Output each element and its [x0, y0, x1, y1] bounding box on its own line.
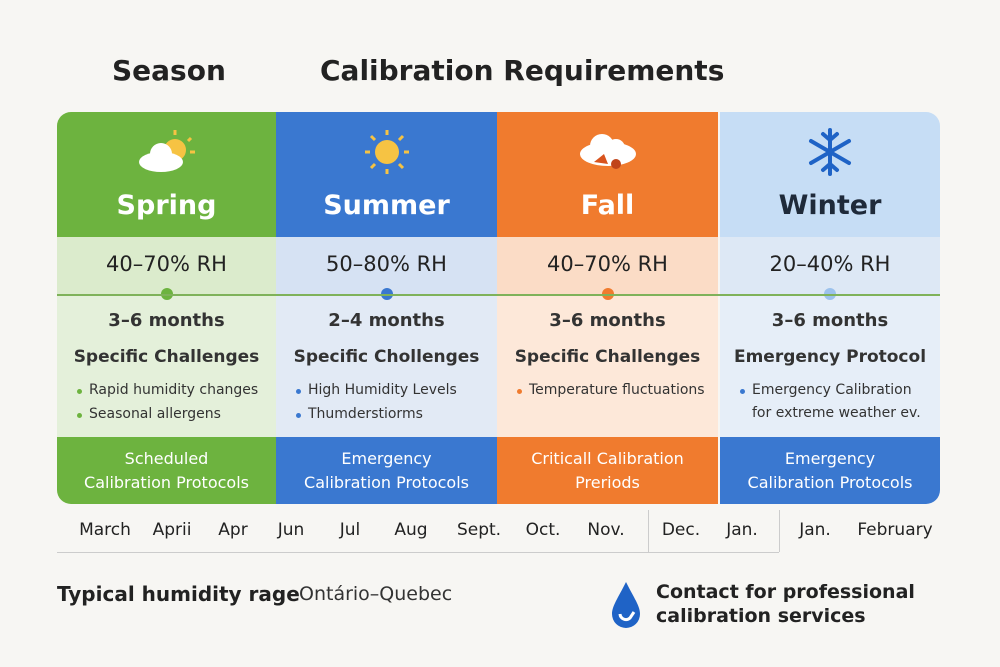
bullet-text: Thumderstiorms [308, 406, 423, 422]
month-label: Aprii [152, 520, 192, 540]
season-column: Spring 40–70% RH 3–6 months Specific Challe… [57, 112, 276, 504]
month-label: March [79, 520, 131, 540]
humidity-range: 40–70% RH [547, 252, 668, 276]
requirements-heading: Calibration Requirements [320, 54, 725, 87]
bullet-dot [740, 389, 745, 394]
bullet-dot [296, 389, 301, 394]
season-cards: Spring 40–70% RH 3–6 months Specific Challe… [57, 112, 940, 504]
month-label: Dec. [661, 520, 701, 540]
bullet-text: Temperature fluctuations [529, 382, 705, 398]
season-header [57, 112, 276, 237]
month-label: February [857, 520, 933, 540]
protocol-footer: Emergency Calibration Protocols [276, 437, 497, 504]
month-label: Nov. [587, 520, 625, 540]
bullet: Thumderstiorms [296, 403, 487, 426]
season-name: Fall [580, 190, 635, 221]
protocol-footer: Scheduled Calibration Protocols [57, 437, 276, 504]
bullet-text: High Humidity Levels [308, 382, 457, 398]
humidity-row [497, 237, 718, 295]
season-column: Fall 40–70% RH 3–6 months Specific Challeng… [497, 112, 718, 504]
bullet-text: Emergency Calibration for extreme weathe… [752, 382, 921, 421]
section-title: Specific Challenges [73, 347, 260, 367]
month-label: Apr [218, 520, 248, 540]
calibration-interval: 3–6 months [108, 310, 225, 331]
month-label: Jan. [726, 520, 758, 540]
season-name: Summer [323, 190, 450, 221]
month-label: Jan. [799, 520, 831, 540]
divider [648, 510, 649, 552]
bullet-text: Rapid humidity changes [89, 382, 259, 398]
season-column: Summer 50–80% RH 2–4 months Specific Cholle… [276, 112, 497, 504]
month-label: Oct. [525, 520, 561, 540]
bullet: Temperature fluctuations [517, 379, 708, 402]
calibration-interval: 3–6 months [549, 310, 666, 331]
humidity-range: 20–40% RH [769, 252, 891, 276]
humidity-range: 40–70% RH [106, 252, 227, 276]
bullet-dot [77, 413, 82, 418]
month-label: Jul [339, 520, 361, 540]
humidity-range: 50–80% RH [326, 252, 447, 276]
section-title: Emergency Protocol [733, 347, 927, 367]
season-heading: Season [112, 54, 226, 87]
drop-icon [612, 582, 640, 628]
divider [57, 552, 779, 553]
season-name: Spring [116, 190, 217, 221]
season-header [497, 112, 718, 237]
humidity-row [720, 237, 940, 295]
section-title: Specific Challenges [514, 347, 701, 367]
weather-icon [579, 134, 636, 169]
bullet-dot [77, 389, 82, 394]
month-label: Aug [394, 520, 428, 540]
section-title: Specific Chollenges [293, 347, 480, 367]
bullet: Emergency Calibration for extreme weathe… [740, 379, 930, 425]
season-name: Winter [778, 190, 882, 221]
footer-region: Ontário–Quebec [299, 583, 453, 605]
bullet-dot [296, 413, 301, 418]
bullet: Seasonal allergens [77, 403, 266, 426]
calibration-interval: 2–4 months [328, 310, 445, 331]
season-column: Winter 20–40% RH 3–6 months Emergency Proto… [720, 112, 940, 504]
bullet-dot [517, 389, 522, 394]
divider [779, 510, 780, 552]
calibration-interval: 3–6 months [771, 310, 889, 331]
protocol-footer: Criticall Calibration Preriods [497, 437, 718, 504]
humidity-row [57, 237, 276, 295]
weather-icon [809, 128, 851, 176]
contact-text[interactable]: Contact for professional calibration ser… [656, 581, 915, 627]
footer-label: Typical humidity rage [57, 582, 300, 606]
humidity-row [276, 237, 497, 295]
protocol-footer: Emergency Calibration Protocols [720, 437, 940, 504]
bullet: High Humidity Levels [296, 379, 487, 402]
timeline-line [57, 294, 940, 296]
weather-icon [364, 130, 409, 174]
weather-icon [138, 130, 195, 172]
month-label: Jun [277, 520, 305, 540]
month-row: March Aprii Apr Jun Jul Aug Sept. Oct. Nov. Dec. J… [0, 510, 1000, 554]
bullet: Rapid humidity changes [77, 379, 266, 402]
month-label: Sept. [456, 520, 502, 540]
bullet-text: Seasonal allergens [89, 406, 221, 422]
